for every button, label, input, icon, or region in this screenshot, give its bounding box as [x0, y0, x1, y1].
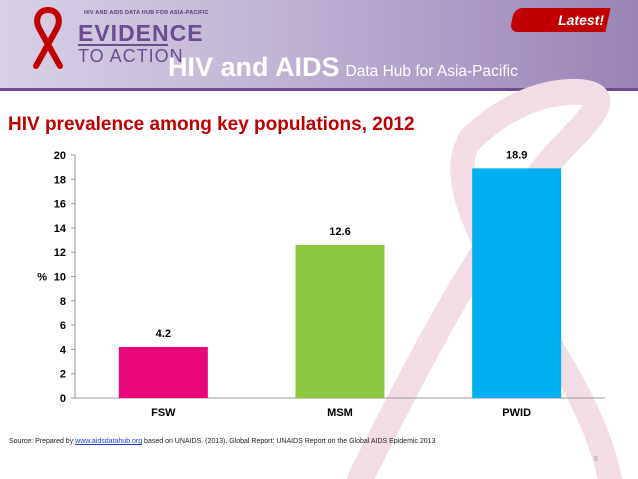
- page-number: 8: [594, 456, 598, 463]
- bar-msm: [295, 244, 385, 398]
- y-tick-label: 2: [60, 369, 66, 381]
- y-tick-label: 20: [54, 150, 66, 162]
- y-tick-label: 4: [60, 344, 67, 356]
- page-title: HIV and AIDS Data Hub for Asia-Pacific: [168, 52, 518, 83]
- category-label-msm: MSM: [327, 407, 353, 419]
- logo-evidence: EVIDENCE: [78, 20, 204, 46]
- bar-fsw: [118, 346, 208, 398]
- y-tick-label: 10: [54, 272, 66, 284]
- y-tick-label: 16: [54, 199, 66, 211]
- logo-divider: [78, 44, 168, 46]
- header-divider: [0, 88, 638, 91]
- category-label-fsw: FSW: [151, 407, 176, 419]
- y-tick-label: 8: [60, 296, 66, 308]
- category-label-pwid: PWID: [502, 407, 531, 419]
- title-sub: Data Hub for Asia-Pacific: [345, 63, 518, 80]
- logo-to-action: TO ACTION: [78, 46, 184, 66]
- y-tick-label: 6: [60, 320, 66, 332]
- chart-title: HIV prevalence among key populations, 20…: [8, 114, 415, 135]
- latest-badge[interactable]: Latest!: [558, 12, 604, 28]
- value-label-fsw: 4.2: [156, 328, 171, 340]
- y-tick-label: 18: [54, 174, 66, 186]
- value-label-msm: 12.6: [329, 226, 350, 238]
- y-tick-label: 12: [54, 247, 66, 259]
- aids-ribbon-icon: [33, 7, 63, 69]
- title-main: HIV and AIDS: [168, 52, 340, 82]
- bar-pwid: [472, 168, 562, 398]
- source-link[interactable]: www.aidsdatahub.org: [75, 438, 143, 445]
- source-prefix: Source: Prepared by: [9, 438, 74, 445]
- source-note: Source: Prepared by www.aidsdatahub.org …: [9, 438, 435, 445]
- y-tick-label: 0: [60, 393, 66, 405]
- evidence-to-action-logo[interactable]: HIV AND AIDS DATA HUB FOR ASIA-PACIFIC E…: [20, 4, 209, 80]
- value-label-pwid: 18.9: [506, 149, 527, 161]
- y-axis: 0 2 4 6 8 10 12 14 16 18 20: [54, 150, 75, 405]
- logo-tagline: HIV AND AIDS DATA HUB FOR ASIA-PACIFIC: [84, 10, 209, 16]
- source-suffix: based on UNAIDS. (2013). Global Report: …: [144, 438, 436, 445]
- bars: 4.2 FSW 12.6 MSM 18.9 PWID: [118, 149, 562, 419]
- y-axis-label: %: [37, 272, 47, 284]
- y-tick-label: 14: [54, 223, 67, 235]
